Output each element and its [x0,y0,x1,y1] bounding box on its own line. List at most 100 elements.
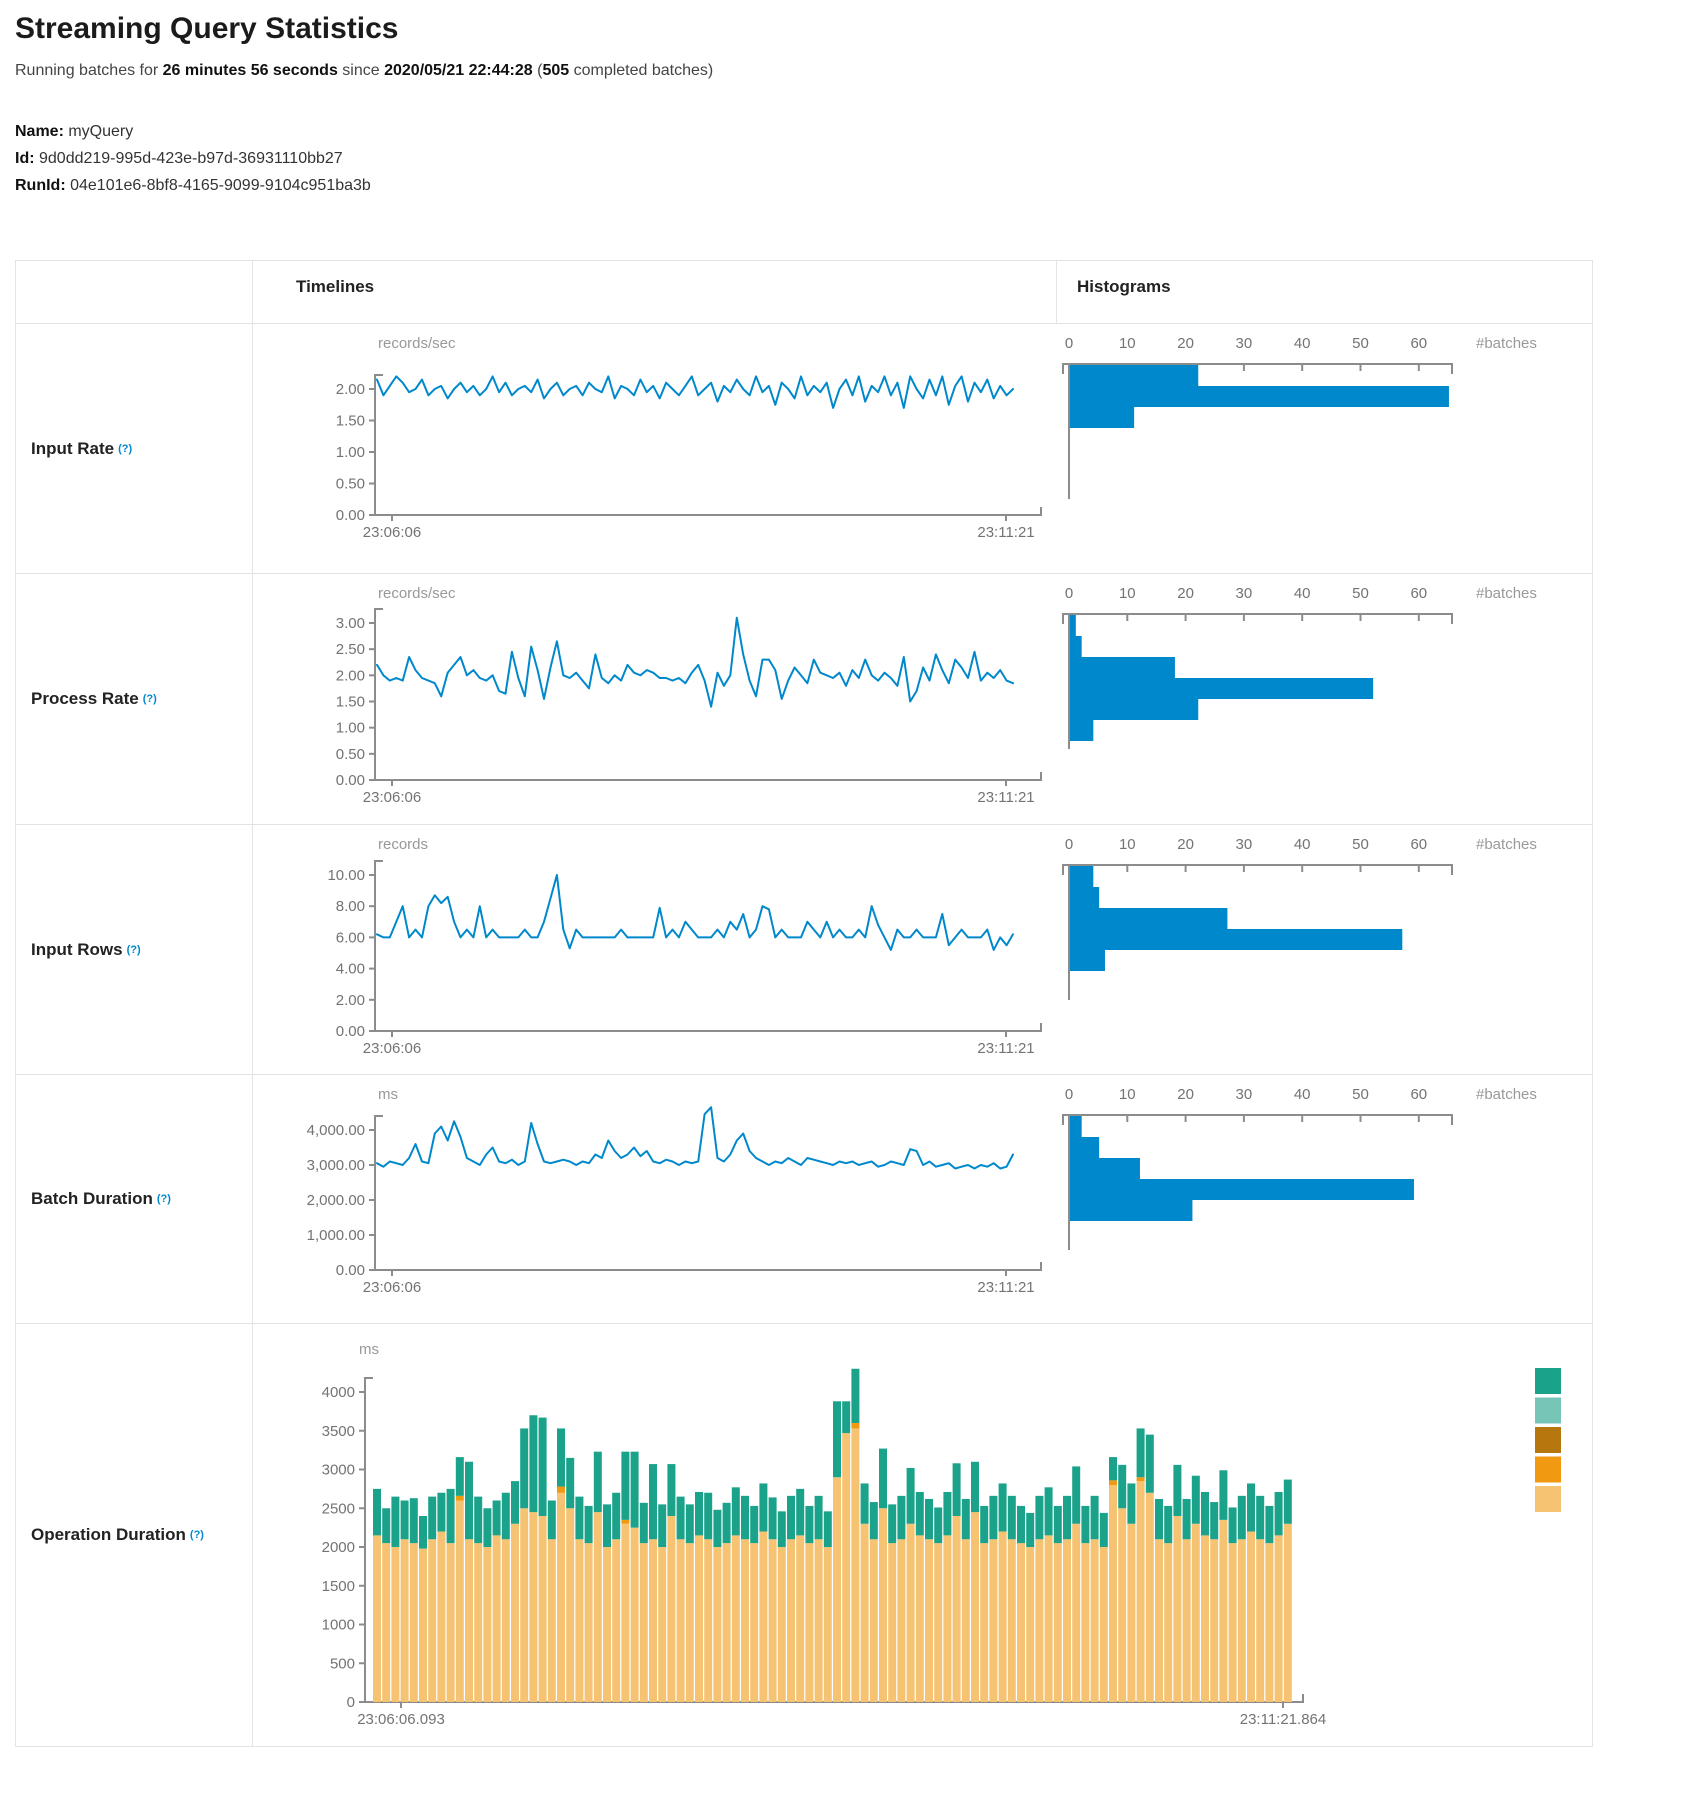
svg-text:50: 50 [1352,836,1369,853]
svg-text:23:06:06: 23:06:06 [363,1279,421,1296]
svg-text:30: 30 [1236,585,1253,602]
svg-text:2.00: 2.00 [336,381,365,398]
input-rate-timeline-chart: records/sec 2.00 1.50 1.00 0.50 0.00 23:06:06 2… [253,323,1056,573]
table-header-histograms: Histograms [1056,261,1592,323]
process-rate-label: Process Rate [31,689,139,708]
paren-close: completed batches) [569,62,714,79]
running-prefix: Running batches for [15,62,163,79]
svg-text:1000: 1000 [322,1617,355,1634]
svg-text:40: 40 [1294,1086,1311,1103]
svg-text:0.50: 0.50 [336,746,365,763]
svg-text:4000: 4000 [322,1384,355,1401]
svg-text:23:06:06.093: 23:06:06.093 [357,1711,445,1728]
svg-text:3500: 3500 [322,1423,355,1440]
svg-text:0.50: 0.50 [336,476,365,493]
batch-duration-label: Batch Duration [31,1189,153,1208]
svg-text:23:06:06: 23:06:06 [363,524,421,541]
input-rate-help-icon[interactable]: (?) [118,442,133,455]
operation-duration-help-icon[interactable]: (?) [189,1529,204,1541]
batch-duration-help-icon[interactable]: (?) [156,1193,171,1205]
svg-text:20: 20 [1177,335,1194,352]
svg-text:40: 40 [1294,335,1311,352]
query-info: Name: myQuery Id: 9d0dd219-995d-423e-b97… [15,118,371,199]
svg-text:1,000.00: 1,000.00 [307,1227,365,1244]
svg-text:10: 10 [1119,1086,1136,1103]
svg-text:10.00: 10.00 [327,867,365,884]
svg-text:10: 10 [1119,836,1136,853]
completed-batches-count: 505 [542,62,570,79]
query-id-value: 9d0dd219-995d-423e-b97d-36931110bb27 [34,150,343,167]
input-rate-histogram-chart: 0 10 20 30 40 50 60 #batches [1056,323,1592,573]
svg-text:0.00: 0.00 [336,1023,365,1040]
svg-text:10: 10 [1119,335,1136,352]
svg-text:records/sec: records/sec [378,585,456,602]
svg-text:40: 40 [1294,836,1311,853]
svg-text:2500: 2500 [322,1500,355,1517]
svg-text:2000: 2000 [322,1539,355,1556]
svg-text:0: 0 [1065,335,1073,352]
svg-text:1.00: 1.00 [336,444,365,461]
svg-text:23:06:06: 23:06:06 [363,789,421,806]
svg-text:records/sec: records/sec [378,335,456,352]
input-rate-label: Input Rate [31,438,115,458]
svg-text:1500: 1500 [322,1578,355,1595]
input-rows-label: Input Rows [31,939,123,959]
svg-text:20: 20 [1177,1086,1194,1103]
svg-text:3000: 3000 [322,1462,355,1479]
running-duration: 26 minutes 56 seconds [162,62,338,79]
svg-text:0: 0 [1065,1086,1073,1103]
svg-text:30: 30 [1236,836,1253,853]
svg-text:20: 20 [1177,836,1194,853]
query-name-label: Name: [15,123,64,140]
svg-text:1.50: 1.50 [336,694,365,711]
svg-text:0.00: 0.00 [336,1262,365,1279]
row-label-operation-duration: Operation Duration (?) [16,1323,253,1746]
svg-text:10: 10 [1119,585,1136,602]
svg-text:6.00: 6.00 [336,929,365,946]
svg-text:0: 0 [347,1694,355,1711]
svg-text:2.00: 2.00 [336,667,365,684]
svg-text:#batches: #batches [1476,335,1537,352]
svg-text:60: 60 [1410,1086,1427,1103]
svg-text:3.00: 3.00 [336,615,365,632]
query-id-label: Id: [15,150,35,167]
svg-text:2.50: 2.50 [336,641,365,658]
svg-text:8.00: 8.00 [336,898,365,915]
row-label-process-rate: Process Rate (?) [16,573,253,824]
operation-duration-label: Operation Duration [31,1525,186,1544]
svg-text:30: 30 [1236,1086,1253,1103]
svg-text:23:11:21: 23:11:21 [977,524,1034,541]
query-name-value: myQuery [63,123,134,140]
input-rows-histogram-chart: 0 10 20 30 40 50 60 #batches [1056,824,1592,1074]
svg-text:23:11:21: 23:11:21 [977,789,1034,806]
svg-text:0.00: 0.00 [336,507,365,524]
svg-text:60: 60 [1410,585,1427,602]
svg-text:4.00: 4.00 [336,961,365,978]
input-rows-help-icon[interactable]: (?) [126,943,141,956]
process-rate-help-icon[interactable]: (?) [142,693,157,705]
svg-text:20: 20 [1177,585,1194,602]
svg-text:1.00: 1.00 [336,720,365,737]
row-label-batch-duration: Batch Duration (?) [16,1074,253,1323]
svg-text:#batches: #batches [1476,585,1537,602]
page-title: Streaming Query Statistics [15,12,399,45]
process-rate-timeline-chart: records/sec 3.00 2.50 2.00 1.50 1.00 0.50 0.00 2… [253,573,1056,824]
process-rate-histogram-chart: 0 10 20 30 40 50 60 #batches [1056,573,1592,824]
query-runid-label: RunId: [15,177,66,194]
svg-text:0: 0 [1065,836,1073,853]
operation-duration-chart: ms 4000 3500 3000 2500 2000 1500 1000 500 0 23:06:… [253,1323,1592,1746]
table-header-timelines: Timelines [296,277,375,296]
svg-text:ms: ms [378,1086,398,1103]
running-since: since [337,62,385,79]
svg-text:3,000.00: 3,000.00 [307,1157,365,1174]
svg-text:#batches: #batches [1476,1086,1537,1103]
svg-text:60: 60 [1410,836,1427,853]
svg-text:60: 60 [1410,335,1427,352]
svg-text:ms: ms [359,1341,379,1358]
svg-text:0.00: 0.00 [336,772,365,789]
svg-text:2,000.00: 2,000.00 [307,1192,365,1209]
svg-text:23:11:21.864: 23:11:21.864 [1240,1711,1326,1728]
statistics-table: Timelines Histograms Input Rate (?) reco… [15,260,1593,1747]
query-runid-row: RunId: 04e101e6-8bf8-4165-9099-9104c951b… [15,172,371,199]
query-id-row: Id: 9d0dd219-995d-423e-b97d-36931110bb27 [15,145,371,172]
